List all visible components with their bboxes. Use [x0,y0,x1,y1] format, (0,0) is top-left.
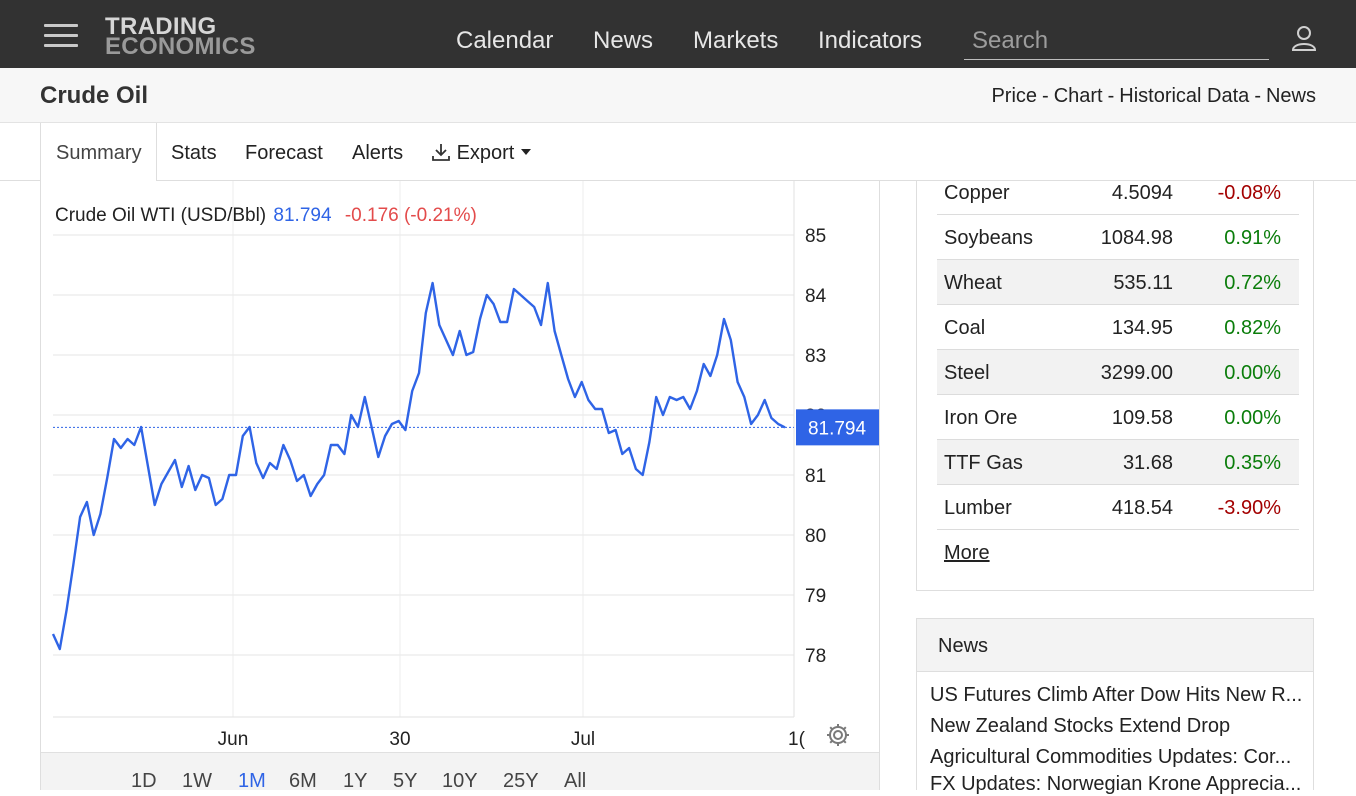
tab-export[interactable]: Export [431,142,532,165]
commodity-name: Iron Ore [944,407,1018,429]
y-tick-label: 78 [805,646,826,667]
commodity-change: 0.91% [1224,227,1281,249]
range-6m[interactable]: 6M [289,770,317,792]
breadcrumb: Price - Chart - Historical Data - News [991,85,1316,107]
range-1m[interactable]: 1M [238,770,266,792]
search-input[interactable] [964,22,1269,60]
x-tick-label: 1( [788,729,806,750]
news-item[interactable]: Agricultural Commodities Updates: Cor... [930,746,1292,768]
commodities-panel [916,181,1314,591]
caret-down-icon [520,149,531,155]
chart-panel [40,181,880,790]
gear-icon[interactable] [825,722,851,748]
table-row[interactable]: TTF Gas 31.68 0.35% [937,440,1299,485]
crumb-chart[interactable]: Chart [1053,85,1103,107]
y-tick-label: 83 [805,346,826,367]
commodity-name: Lumber [944,497,1012,519]
commodity-price: 134.95 [1111,317,1173,339]
download-icon [432,144,450,161]
nav-markets[interactable]: Markets [693,27,779,54]
news-panel [916,618,1314,790]
logo-line2: ECONOMICS [105,33,256,60]
table-row[interactable]: Copper 4.5094 -0.08% [937,170,1299,215]
title-bar: Crude Oil Price - Chart - Historical Data - Ne… [0,68,1356,123]
range-10y[interactable]: 10Y [442,770,478,792]
y-tick-label: 81 [805,466,826,487]
table-row[interactable]: Wheat 535.11 0.72% [937,260,1299,305]
commodity-change: -0.08% [1217,182,1281,204]
range-25y[interactable]: 25Y [503,770,539,792]
y-tick-label: 80 [805,526,826,547]
table-row[interactable]: Coal 134.95 0.82% [937,305,1299,350]
tab-export-label: Export [456,142,515,164]
commodity-price: 31.68 [1122,452,1173,474]
commodity-name: TTF Gas [944,452,1023,474]
range-1d[interactable]: 1D [131,770,157,792]
range-selector: 1D 1W 1M 6M 1Y 5Y 10Y 25Y All [41,752,879,792]
last-price: 81.794 [273,205,332,226]
user-icon[interactable] [1290,24,1318,52]
hamburger-menu-icon[interactable] [44,24,78,48]
commodity-price: 535.11 [1113,272,1173,294]
x-tick-label: 30 [389,729,410,750]
range-all[interactable]: All [564,770,587,792]
price-tag-label: 81.794 [808,418,867,439]
top-navbar: TRADING ECONOMICS Calendar News Markets … [0,0,1356,68]
logo-line1: TRADING [105,13,217,40]
crumb-historical-data[interactable]: Historical Data [1119,85,1250,107]
news-item[interactable]: New Zealand Stocks Extend Drop [930,715,1231,737]
price-tag-box [796,409,879,446]
series-label: Crude Oil WTI (USD/Bbl) [55,205,267,226]
nav-indicators[interactable]: Indicators [818,27,923,54]
commodity-change: 0.00% [1224,362,1281,384]
nav-calendar[interactable]: Calendar [456,27,554,54]
news-header: News [917,619,1313,672]
commodity-change: 0.82% [1224,317,1281,339]
tab-summary[interactable]: Summary [40,123,157,182]
y-tick-label: 79 [805,586,826,607]
x-tick-label: Jun [218,729,249,750]
news-item[interactable]: FX Updates: Norwegian Krone Apprecia... [930,773,1302,795]
crumb-price[interactable]: Price [991,85,1038,107]
y-tick-label: 85 [805,226,826,247]
commodity-name: Wheat [944,272,1002,294]
commodity-name: Coal [944,317,986,339]
site-logo[interactable]: TRADING ECONOMICS [105,13,256,60]
page-title: Crude Oil [40,82,149,109]
commodity-change: 0.00% [1224,407,1281,429]
commodity-name: Soybeans [944,227,1033,249]
range-1y[interactable]: 1Y [343,770,368,792]
news-item[interactable]: US Futures Climb After Dow Hits New R... [930,684,1303,706]
y-tick-label: 84 [805,286,827,307]
commodity-price: 4.5094 [1111,182,1173,204]
more-link[interactable]: More [944,542,990,564]
chart-header: Crude Oil WTI (USD/Bbl) 81.794 -0.176 (-… [55,205,477,227]
commodity-price: 418.54 [1111,497,1173,519]
tab-forecast[interactable]: Forecast [245,142,323,164]
commodity-change: 0.35% [1224,452,1281,474]
table-row[interactable]: Soybeans 1084.98 0.91% [937,215,1299,260]
tabs-bar: Summary Stats Forecast Alerts Export [0,123,1356,182]
nav-news[interactable]: News [593,27,654,54]
tab-alerts[interactable]: Alerts [352,142,404,164]
range-5y[interactable]: 5Y [393,770,418,792]
commodity-price: 109.58 [1111,407,1173,429]
range-1w[interactable]: 1W [182,770,212,792]
table-row[interactable]: Steel 3299.00 0.00% [937,350,1299,395]
commodity-name: Steel [944,362,990,384]
price-chart[interactable]: 7879808182838485Jun30Jul1(81.794 [40,181,880,753]
price-line [51,281,786,651]
commodity-change: -3.90% [1217,497,1281,519]
table-row[interactable]: Lumber 418.54 -3.90% [937,485,1299,530]
tab-stats[interactable]: Stats [171,142,217,164]
crumb-news[interactable]: News [1265,85,1316,107]
x-tick-label: Jul [571,729,595,750]
price-change: -0.176 (-0.21%) [344,205,477,226]
news-heading: News [938,635,989,657]
commodity-change: 0.72% [1224,272,1281,294]
table-row[interactable]: Iron Ore 109.58 0.00% [937,395,1299,440]
commodity-price: 3299.00 [1100,362,1173,384]
commodity-name: Copper [944,182,1010,204]
commodity-price: 1084.98 [1100,227,1173,249]
